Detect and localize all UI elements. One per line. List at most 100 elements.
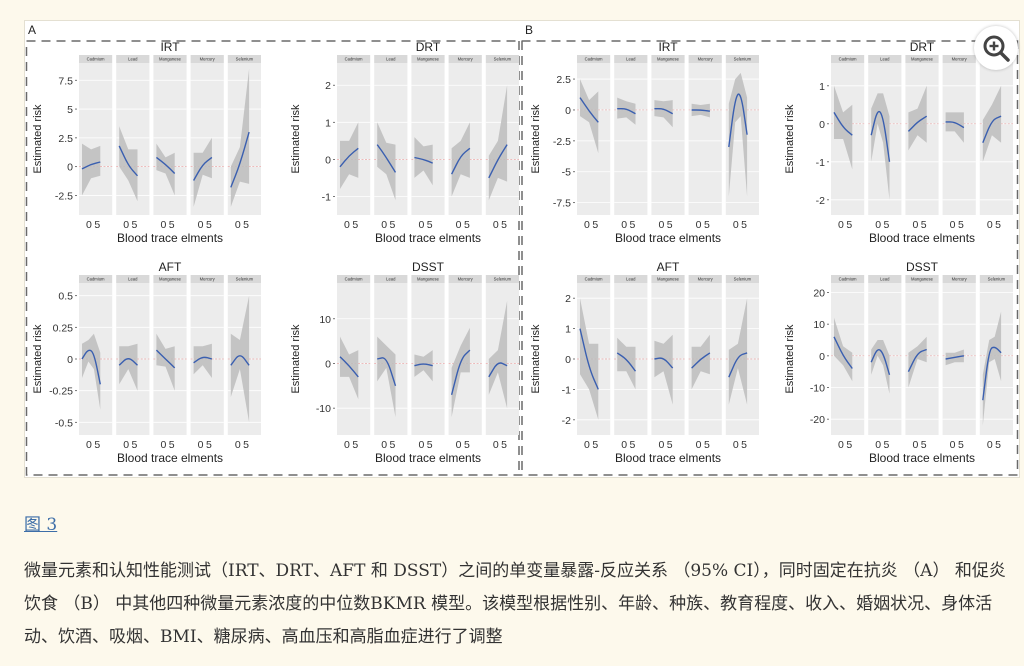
facet-manganese: Manganese 0 5 (651, 275, 685, 451)
exposure-response-line (870, 110, 891, 162)
x-tick-label: 0 (381, 439, 387, 451)
y-tick-label: 0 (67, 354, 73, 366)
facet-label: Selenium (988, 277, 1006, 282)
exposure-response-line (833, 112, 853, 136)
chart-title: DSST (412, 260, 445, 274)
y-axis-label: Estimated risk (32, 324, 44, 394)
facet-label: Lead (386, 277, 396, 282)
facet-strip (337, 275, 371, 283)
facet-label: Cadmium (345, 277, 363, 282)
exposure-response-line (728, 352, 748, 378)
facet-mercury: Mercury 0 5 (448, 55, 482, 231)
confidence-band (451, 327, 470, 418)
facet-strip (485, 55, 519, 63)
chart-title: AFT (159, 260, 182, 274)
subplot-a-aft: AFT Estimated risk 0.5 0.25 0 -0.25 -0.5 Cadmiu… (32, 260, 261, 465)
confidence-band (193, 343, 212, 378)
facet-mercury: Mercury 0 5 (688, 55, 722, 231)
confidence-band (156, 333, 175, 391)
facet-mercury: Mercury 0 5 (942, 275, 976, 451)
facet-strip (153, 275, 187, 283)
y-tick-label: 0 (819, 119, 825, 131)
y-tick-label: 10 (319, 314, 331, 326)
y-tick-label: 2.5 (58, 133, 73, 145)
facet-cadmium: Cadmium 0 5 (337, 55, 371, 231)
x-tick-label: 0 (235, 439, 241, 451)
x-tick-label: 5 (169, 219, 175, 231)
exposure-response-line (833, 336, 853, 369)
chart-title: DRT (416, 40, 441, 54)
confidence-band (82, 143, 101, 196)
facet-label: Mercury (200, 57, 216, 62)
facet-label: Cadmium (87, 277, 105, 282)
y-axis-label: Estimated risk (530, 324, 542, 394)
y-tick-label: 2 (565, 293, 571, 305)
figure-link[interactable]: 图 3 (24, 515, 58, 535)
x-tick-label: 0 (493, 439, 499, 451)
x-tick-label: 0 (838, 219, 844, 231)
facet-strip (979, 275, 1013, 283)
facet-lead: Lead 0 5 (614, 55, 648, 231)
x-tick-label: 5 (94, 219, 100, 231)
y-tick-label: -10 (316, 403, 331, 415)
facet-strip (227, 55, 261, 63)
figure-image[interactable]: A B IRT Estimated risk 7.5 5 2.5 0 -2.5 Cadmium 0 5… (24, 20, 1020, 478)
facet-strip (614, 275, 648, 283)
y-tick-label: -0.5 (55, 417, 73, 429)
y-tick-label: -2 (562, 415, 571, 427)
x-axis-label: Blood trace elments (869, 451, 975, 465)
facet-strip (942, 55, 976, 63)
chart-title: AFT (657, 260, 680, 274)
facet-strip (577, 275, 611, 283)
facet-strip (831, 55, 865, 63)
facet-strip (116, 275, 150, 283)
facet-label: Mercury (200, 277, 216, 282)
facet-strip (448, 55, 482, 63)
facet-strip (411, 55, 445, 63)
confidence-band (617, 337, 636, 390)
confidence-band (414, 350, 433, 382)
confidence-band (617, 97, 636, 125)
x-tick-label: 0 (950, 439, 956, 451)
exposure-response-line (945, 121, 965, 129)
x-tick-label: 5 (427, 219, 433, 231)
zoom-button[interactable] (974, 26, 1018, 70)
facet-cadmium: Cadmium 0 5 (831, 275, 865, 451)
y-tick-label: 2.5 (556, 74, 571, 86)
facet-manganese: Manganese 0 5 (411, 275, 445, 451)
x-tick-label: 5 (243, 219, 249, 231)
y-tick-label: 5 (67, 104, 73, 116)
facet-mercury: Mercury 0 5 (190, 55, 224, 231)
y-tick-label: 0 (325, 358, 331, 370)
exposure-response-line (488, 144, 508, 179)
facet-label: Selenium (734, 277, 752, 282)
facet-label: Lead (880, 57, 890, 62)
confidence-band (414, 137, 433, 186)
confidence-band (230, 295, 250, 423)
facet-mercury: Mercury 0 5 (448, 275, 482, 451)
facet-label: Manganese (417, 277, 440, 282)
facet-label: Mercury (952, 277, 968, 282)
x-tick-label: 5 (667, 219, 673, 231)
y-tick-label: -2.5 (55, 190, 73, 202)
x-tick-label: 5 (846, 439, 852, 451)
panel-label-b: B (525, 23, 533, 37)
y-tick-label: 1 (565, 324, 571, 336)
facet-lead: Lead 0 5 (374, 55, 408, 231)
exposure-response-line (230, 355, 250, 366)
facet-strip (374, 55, 408, 63)
x-tick-label: 0 (198, 219, 204, 231)
x-tick-label: 0 (658, 439, 664, 451)
confidence-band (193, 137, 212, 207)
confidence-band (945, 112, 964, 143)
facet-label: Mercury (458, 57, 474, 62)
facet-lead: Lead 0 5 (116, 55, 150, 231)
facet-label: Cadmium (839, 277, 857, 282)
y-tick-label: -2 (816, 195, 825, 207)
facet-strip (942, 275, 976, 283)
y-tick-label: 0 (819, 351, 825, 363)
